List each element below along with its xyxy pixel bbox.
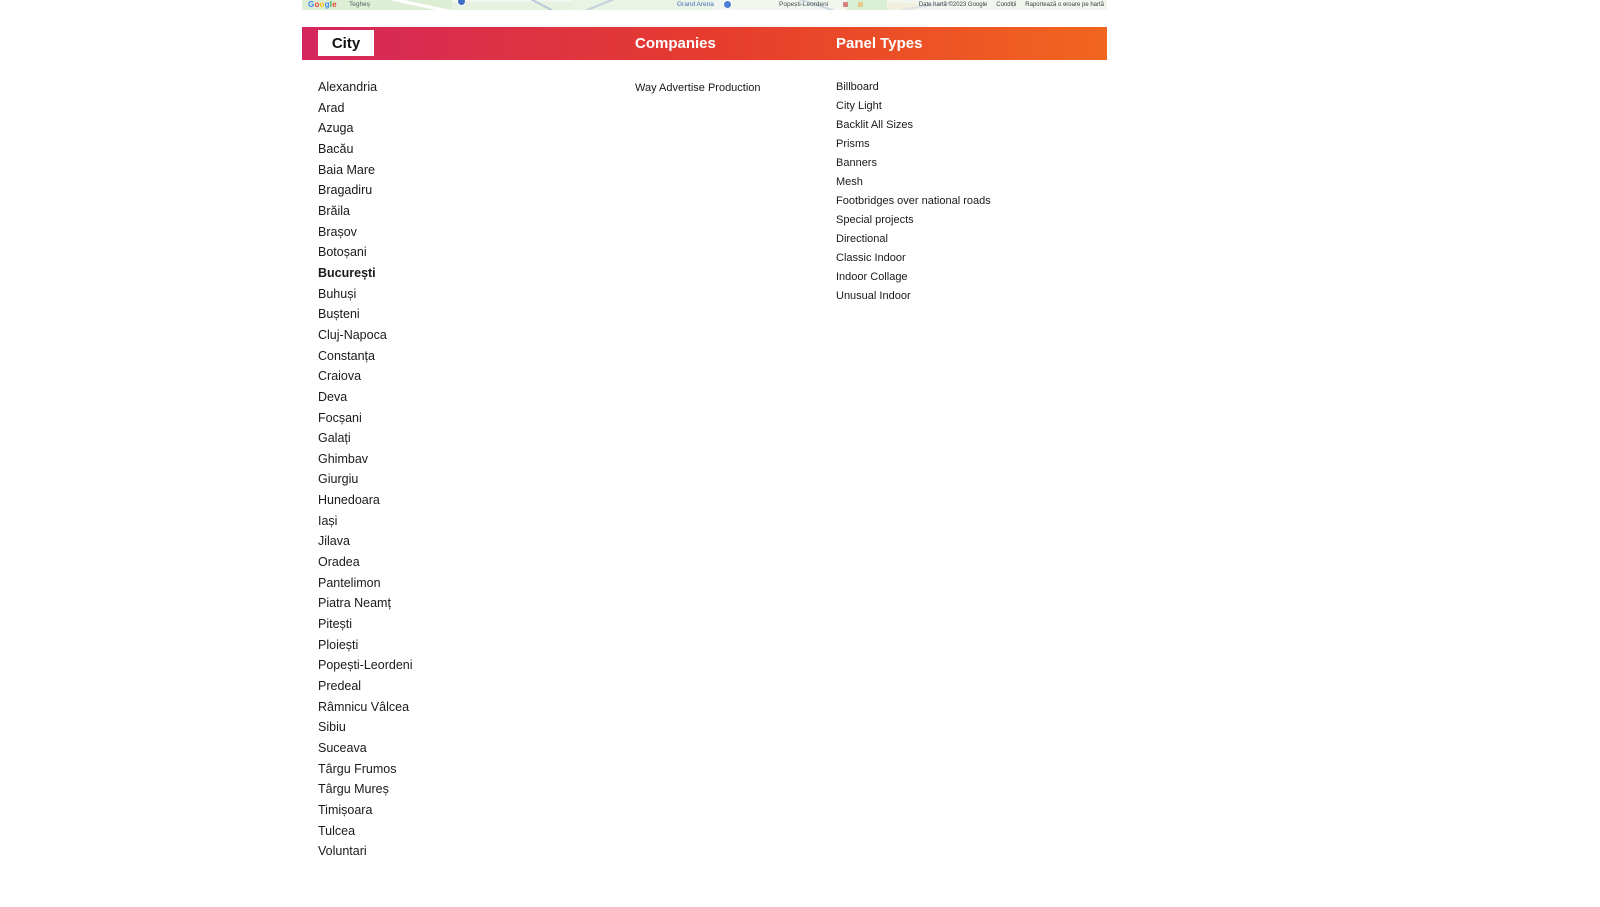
city-link[interactable]: Baia Mare (318, 162, 375, 177)
city-link[interactable]: Bușteni (318, 307, 360, 322)
panel-type-link[interactable]: Mesh (836, 176, 863, 188)
city-link[interactable]: Iași (318, 513, 338, 528)
map-attribution: Date hartă ©2023 Google Condiții Raporte… (919, 2, 1104, 8)
map-green-area (572, 0, 712, 10)
city-link[interactable]: București (318, 265, 376, 280)
panel-type-link[interactable]: Classic Indoor (836, 252, 906, 264)
company-link[interactable]: Way Advertise Production (635, 82, 761, 94)
map-copyright-text: Date hartă ©2023 Google (918, 2, 988, 8)
city-link[interactable]: Predeal (318, 679, 362, 694)
city-link[interactable]: Tulcea (318, 823, 356, 838)
city-link[interactable]: Ghimbav (318, 451, 369, 466)
city-link[interactable]: Voluntari (318, 844, 367, 859)
map-poi-icon[interactable] (858, 2, 863, 7)
map-place-label: Tegheș (349, 1, 370, 8)
city-link[interactable]: Brașov (318, 224, 357, 239)
city-link[interactable]: Sibiu (318, 720, 346, 735)
city-link[interactable]: Târgu Frumos (318, 761, 397, 776)
google-logo-letter: o (319, 0, 325, 9)
city-link[interactable]: Jilava (318, 534, 350, 549)
city-link[interactable]: Deva (318, 389, 348, 404)
city-link[interactable]: Focșani (318, 410, 362, 425)
city-link[interactable]: Ploiești (318, 637, 359, 652)
city-link[interactable]: Constanța (318, 348, 375, 363)
grand-arena-marker-icon[interactable] (723, 0, 732, 9)
company-list: Way Advertise Production (635, 60, 761, 98)
panel-type-link[interactable]: City Light (836, 100, 882, 112)
page-content: Google Tegheș Grand Arena Popești-Leorde… (302, 0, 1107, 907)
panel-type-link[interactable]: Billboard (836, 81, 879, 93)
city-list: Alexandria Arad Azuga Bacău Baia Mare Bragadi… (318, 60, 413, 862)
google-logo-letter: e (332, 0, 337, 9)
panel-type-link[interactable]: Directional (836, 233, 888, 245)
panel-type-list: Billboard City Light Backlit All Sizes Pris… (836, 60, 991, 306)
city-link[interactable]: Timișoara (318, 802, 373, 817)
city-link[interactable]: Suceava (318, 741, 367, 755)
city-link[interactable]: Botoșani (318, 245, 367, 260)
map-terrain-area (887, 3, 917, 10)
city-link[interactable]: Piatra Neamț (318, 596, 391, 611)
google-logo-letter: g (324, 0, 330, 9)
city-link[interactable]: Brăila (318, 203, 350, 218)
panel-types-column-header: Panel Types (836, 35, 923, 52)
city-link[interactable]: Pitești (318, 617, 353, 632)
city-link[interactable]: Popești-Leordeni (318, 658, 413, 673)
map-canvas[interactable]: Google Tegheș Grand Arena Popești-Leorde… (302, 0, 1107, 10)
panel-type-link[interactable]: Banners (836, 157, 877, 169)
map-terms-link[interactable]: Condiții (996, 2, 1017, 8)
city-link[interactable]: Hunedoara (318, 493, 380, 508)
city-link[interactable]: Azuga (318, 121, 354, 136)
city-link[interactable]: Oradea (318, 555, 360, 570)
map-green-area (847, 0, 887, 10)
city-link[interactable]: Buhuși (318, 286, 357, 301)
panel-type-link[interactable]: Indoor Collage (836, 271, 908, 283)
map-green-area (302, 0, 452, 10)
panel-type-link[interactable]: Special projects (836, 214, 914, 226)
panel-type-link[interactable]: Unusual Indoor (836, 290, 911, 302)
directory-header-bar: City Companies Panel Types (302, 27, 1107, 60)
city-link[interactable]: Pantelimon (318, 575, 381, 590)
city-link[interactable]: Galați (318, 431, 351, 446)
city-column-header: City (318, 30, 374, 56)
city-link[interactable]: Arad (318, 100, 345, 115)
city-link[interactable]: Râmnicu Vâlcea (318, 699, 410, 714)
map-report-error-link[interactable]: Raportează o eroare pe hartă (1025, 2, 1104, 8)
city-link[interactable]: Giurgiu (318, 472, 359, 487)
panel-type-link[interactable]: Backlit All Sizes (836, 119, 914, 131)
city-link[interactable]: Bragadiru (318, 183, 373, 198)
google-logo-letter: o (314, 0, 320, 9)
map-green-area (452, 2, 572, 10)
city-link[interactable]: Târgu Mureș (318, 782, 389, 797)
panel-type-link[interactable]: Footbridges over national roads (836, 195, 991, 207)
map-poi-icon[interactable] (843, 2, 848, 7)
map-place-label: Popești-Leordeni (779, 1, 829, 8)
city-link[interactable]: Alexandria (318, 80, 378, 94)
google-logo-letter: G (308, 0, 315, 9)
city-link[interactable]: Cluj-Napoca (318, 327, 387, 342)
map-marker-icon[interactable] (457, 0, 466, 6)
city-link[interactable]: Bacău (318, 141, 354, 156)
map-poi-label[interactable]: Grand Arena (677, 1, 714, 8)
panel-type-link[interactable]: Prisms (836, 138, 870, 150)
google-logo[interactable]: Google (308, 0, 337, 9)
google-logo-letter: l (329, 0, 333, 9)
companies-column-header: Companies (635, 35, 716, 52)
city-link[interactable]: Craiova (318, 369, 362, 384)
